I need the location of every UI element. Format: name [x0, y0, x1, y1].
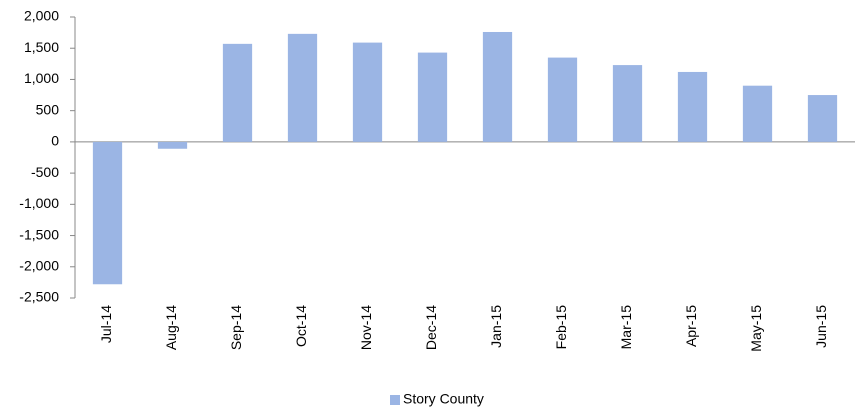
- legend-label: Story County: [403, 391, 484, 407]
- x-tick-label: Oct-14: [293, 305, 309, 347]
- bar: [677, 71, 708, 142]
- y-tick-label: 2,000: [24, 8, 59, 24]
- bar: [612, 65, 643, 142]
- x-tick-label: May-15: [748, 305, 764, 352]
- y-tick-label: -2,000: [19, 257, 59, 273]
- y-tick-label: -2,500: [19, 289, 59, 305]
- bar: [742, 85, 773, 142]
- bar: [482, 31, 513, 142]
- x-tick-label: Nov-14: [358, 305, 374, 350]
- y-tick-label: 0: [51, 133, 59, 149]
- x-tick-label: Feb-15: [553, 305, 569, 350]
- x-tick-label: Jul-14: [98, 305, 114, 343]
- bar: [157, 141, 188, 149]
- bar: [352, 42, 383, 142]
- legend-swatch: [390, 395, 400, 405]
- x-tick-label: Jan-15: [488, 305, 504, 348]
- y-tick-label: 1,000: [24, 70, 59, 86]
- bar: [92, 141, 123, 285]
- bar: [807, 95, 838, 142]
- y-tick-label: -500: [31, 164, 59, 180]
- x-tick-label: Dec-14: [423, 305, 439, 350]
- x-tick-label: Mar-15: [618, 305, 634, 350]
- y-tick-label: 500: [36, 101, 60, 117]
- bar: [222, 43, 253, 142]
- bar: [417, 52, 448, 142]
- y-tick-label: 1,500: [24, 39, 59, 55]
- bar: [547, 57, 578, 142]
- x-tick-label: Sep-14: [228, 305, 244, 350]
- y-tick-label: -1,500: [19, 226, 59, 242]
- x-tick-label: Jun-15: [813, 305, 829, 348]
- x-tick-label: Apr-15: [683, 305, 699, 347]
- bar: [287, 33, 318, 142]
- x-tick-label: Aug-14: [163, 305, 179, 350]
- y-tick-label: -1,000: [19, 195, 59, 211]
